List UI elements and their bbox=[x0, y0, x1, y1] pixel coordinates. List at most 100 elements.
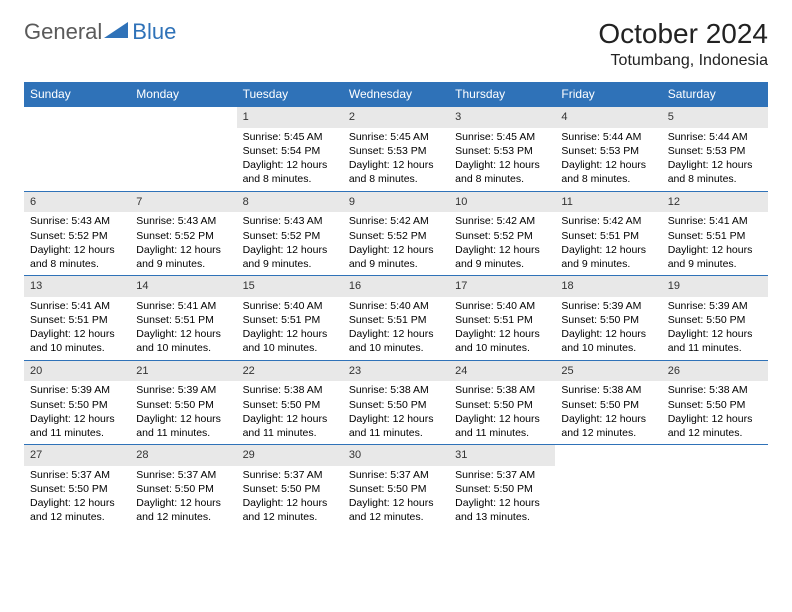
day-cell-29: 29Sunrise: 5:37 AMSunset: 5:50 PMDayligh… bbox=[237, 444, 343, 529]
day-number: 23 bbox=[343, 361, 449, 382]
day-cell-12: 12Sunrise: 5:41 AMSunset: 5:51 PMDayligh… bbox=[662, 191, 768, 276]
day-header-friday: Friday bbox=[555, 82, 661, 106]
day-body: Sunrise: 5:38 AMSunset: 5:50 PMDaylight:… bbox=[662, 381, 768, 444]
day-body: Sunrise: 5:45 AMSunset: 5:53 PMDaylight:… bbox=[343, 128, 449, 191]
day-number: 26 bbox=[662, 361, 768, 382]
day-body: Sunrise: 5:39 AMSunset: 5:50 PMDaylight:… bbox=[555, 297, 661, 360]
day-cell-7: 7Sunrise: 5:43 AMSunset: 5:52 PMDaylight… bbox=[130, 191, 236, 276]
day-number: 17 bbox=[449, 276, 555, 297]
day-number: 20 bbox=[24, 361, 130, 382]
day-body: Sunrise: 5:45 AMSunset: 5:54 PMDaylight:… bbox=[237, 128, 343, 191]
day-body: Sunrise: 5:38 AMSunset: 5:50 PMDaylight:… bbox=[343, 381, 449, 444]
day-number: 29 bbox=[237, 445, 343, 466]
day-number: 16 bbox=[343, 276, 449, 297]
day-body: Sunrise: 5:43 AMSunset: 5:52 PMDaylight:… bbox=[24, 212, 130, 275]
day-number: 31 bbox=[449, 445, 555, 466]
day-cell-22: 22Sunrise: 5:38 AMSunset: 5:50 PMDayligh… bbox=[237, 360, 343, 445]
day-number: 4 bbox=[555, 107, 661, 128]
day-cell-28: 28Sunrise: 5:37 AMSunset: 5:50 PMDayligh… bbox=[130, 444, 236, 529]
day-number: 5 bbox=[662, 107, 768, 128]
logo-text-general: General bbox=[24, 19, 102, 45]
triangle-icon bbox=[104, 18, 130, 45]
day-body: Sunrise: 5:40 AMSunset: 5:51 PMDaylight:… bbox=[343, 297, 449, 360]
day-number: 22 bbox=[237, 361, 343, 382]
day-header-thursday: Thursday bbox=[449, 82, 555, 106]
title-block: October 2024 Totumbang, Indonesia bbox=[598, 18, 768, 70]
day-cell-11: 11Sunrise: 5:42 AMSunset: 5:51 PMDayligh… bbox=[555, 191, 661, 276]
day-header-tuesday: Tuesday bbox=[237, 82, 343, 106]
day-cell-15: 15Sunrise: 5:40 AMSunset: 5:51 PMDayligh… bbox=[237, 275, 343, 360]
day-cell-3: 3Sunrise: 5:45 AMSunset: 5:53 PMDaylight… bbox=[449, 106, 555, 191]
empty-cell bbox=[555, 444, 661, 529]
day-body: Sunrise: 5:43 AMSunset: 5:52 PMDaylight:… bbox=[237, 212, 343, 275]
day-body: Sunrise: 5:40 AMSunset: 5:51 PMDaylight:… bbox=[449, 297, 555, 360]
empty-cell bbox=[662, 444, 768, 529]
day-cell-23: 23Sunrise: 5:38 AMSunset: 5:50 PMDayligh… bbox=[343, 360, 449, 445]
day-number: 8 bbox=[237, 192, 343, 213]
day-body: Sunrise: 5:40 AMSunset: 5:51 PMDaylight:… bbox=[237, 297, 343, 360]
day-header-sunday: Sunday bbox=[24, 82, 130, 106]
empty-cell bbox=[24, 106, 130, 191]
day-cell-6: 6Sunrise: 5:43 AMSunset: 5:52 PMDaylight… bbox=[24, 191, 130, 276]
day-cell-21: 21Sunrise: 5:39 AMSunset: 5:50 PMDayligh… bbox=[130, 360, 236, 445]
month-title: October 2024 bbox=[598, 18, 768, 50]
day-body: Sunrise: 5:39 AMSunset: 5:50 PMDaylight:… bbox=[130, 381, 236, 444]
day-body: Sunrise: 5:38 AMSunset: 5:50 PMDaylight:… bbox=[237, 381, 343, 444]
day-cell-9: 9Sunrise: 5:42 AMSunset: 5:52 PMDaylight… bbox=[343, 191, 449, 276]
day-number: 19 bbox=[662, 276, 768, 297]
day-body: Sunrise: 5:44 AMSunset: 5:53 PMDaylight:… bbox=[662, 128, 768, 191]
day-cell-26: 26Sunrise: 5:38 AMSunset: 5:50 PMDayligh… bbox=[662, 360, 768, 445]
day-cell-13: 13Sunrise: 5:41 AMSunset: 5:51 PMDayligh… bbox=[24, 275, 130, 360]
day-cell-27: 27Sunrise: 5:37 AMSunset: 5:50 PMDayligh… bbox=[24, 444, 130, 529]
day-header-saturday: Saturday bbox=[662, 82, 768, 106]
day-cell-14: 14Sunrise: 5:41 AMSunset: 5:51 PMDayligh… bbox=[130, 275, 236, 360]
logo: General Blue bbox=[24, 18, 176, 45]
empty-cell bbox=[130, 106, 236, 191]
day-body: Sunrise: 5:37 AMSunset: 5:50 PMDaylight:… bbox=[130, 466, 236, 529]
day-number: 10 bbox=[449, 192, 555, 213]
day-number: 12 bbox=[662, 192, 768, 213]
day-body: Sunrise: 5:42 AMSunset: 5:52 PMDaylight:… bbox=[343, 212, 449, 275]
day-number: 21 bbox=[130, 361, 236, 382]
day-number: 7 bbox=[130, 192, 236, 213]
day-cell-18: 18Sunrise: 5:39 AMSunset: 5:50 PMDayligh… bbox=[555, 275, 661, 360]
day-body: Sunrise: 5:41 AMSunset: 5:51 PMDaylight:… bbox=[662, 212, 768, 275]
day-number: 1 bbox=[237, 107, 343, 128]
day-number: 2 bbox=[343, 107, 449, 128]
day-number: 11 bbox=[555, 192, 661, 213]
day-body: Sunrise: 5:37 AMSunset: 5:50 PMDaylight:… bbox=[449, 466, 555, 529]
day-body: Sunrise: 5:41 AMSunset: 5:51 PMDaylight:… bbox=[24, 297, 130, 360]
day-number: 28 bbox=[130, 445, 236, 466]
day-number: 13 bbox=[24, 276, 130, 297]
day-body: Sunrise: 5:38 AMSunset: 5:50 PMDaylight:… bbox=[555, 381, 661, 444]
day-number: 18 bbox=[555, 276, 661, 297]
calendar-grid: SundayMondayTuesdayWednesdayThursdayFrid… bbox=[24, 82, 768, 529]
day-cell-4: 4Sunrise: 5:44 AMSunset: 5:53 PMDaylight… bbox=[555, 106, 661, 191]
day-body: Sunrise: 5:44 AMSunset: 5:53 PMDaylight:… bbox=[555, 128, 661, 191]
day-body: Sunrise: 5:37 AMSunset: 5:50 PMDaylight:… bbox=[237, 466, 343, 529]
day-cell-10: 10Sunrise: 5:42 AMSunset: 5:52 PMDayligh… bbox=[449, 191, 555, 276]
day-number: 25 bbox=[555, 361, 661, 382]
day-header-wednesday: Wednesday bbox=[343, 82, 449, 106]
location: Totumbang, Indonesia bbox=[598, 52, 768, 70]
day-cell-5: 5Sunrise: 5:44 AMSunset: 5:53 PMDaylight… bbox=[662, 106, 768, 191]
day-cell-30: 30Sunrise: 5:37 AMSunset: 5:50 PMDayligh… bbox=[343, 444, 449, 529]
day-body: Sunrise: 5:42 AMSunset: 5:51 PMDaylight:… bbox=[555, 212, 661, 275]
day-cell-8: 8Sunrise: 5:43 AMSunset: 5:52 PMDaylight… bbox=[237, 191, 343, 276]
day-number: 24 bbox=[449, 361, 555, 382]
day-number: 3 bbox=[449, 107, 555, 128]
day-cell-19: 19Sunrise: 5:39 AMSunset: 5:50 PMDayligh… bbox=[662, 275, 768, 360]
day-body: Sunrise: 5:41 AMSunset: 5:51 PMDaylight:… bbox=[130, 297, 236, 360]
day-cell-20: 20Sunrise: 5:39 AMSunset: 5:50 PMDayligh… bbox=[24, 360, 130, 445]
day-number: 15 bbox=[237, 276, 343, 297]
day-body: Sunrise: 5:39 AMSunset: 5:50 PMDaylight:… bbox=[24, 381, 130, 444]
logo-text-blue: Blue bbox=[132, 19, 176, 45]
day-cell-31: 31Sunrise: 5:37 AMSunset: 5:50 PMDayligh… bbox=[449, 444, 555, 529]
day-cell-1: 1Sunrise: 5:45 AMSunset: 5:54 PMDaylight… bbox=[237, 106, 343, 191]
day-cell-17: 17Sunrise: 5:40 AMSunset: 5:51 PMDayligh… bbox=[449, 275, 555, 360]
day-body: Sunrise: 5:37 AMSunset: 5:50 PMDaylight:… bbox=[343, 466, 449, 529]
day-number: 14 bbox=[130, 276, 236, 297]
day-number: 9 bbox=[343, 192, 449, 213]
day-body: Sunrise: 5:37 AMSunset: 5:50 PMDaylight:… bbox=[24, 466, 130, 529]
day-body: Sunrise: 5:42 AMSunset: 5:52 PMDaylight:… bbox=[449, 212, 555, 275]
